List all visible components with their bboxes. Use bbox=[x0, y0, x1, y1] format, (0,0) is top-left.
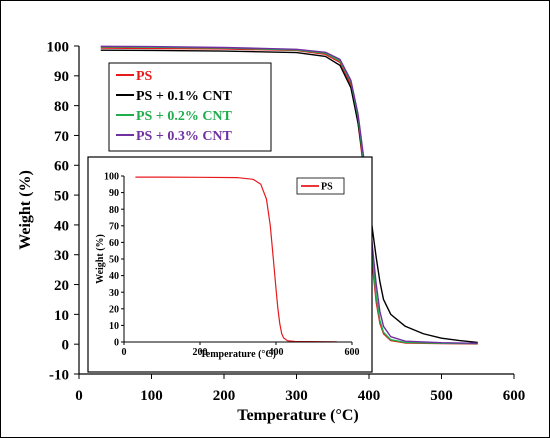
main-legend-label: PS bbox=[136, 69, 153, 84]
inset-y-tick-label: 50 bbox=[109, 255, 119, 266]
main-y-axis-label: Weight (%) bbox=[17, 170, 34, 250]
inset-y-tick-label: 30 bbox=[109, 288, 119, 299]
main-legend: PS PS + 0.1% CNT PS + 0.2% CNT PS + 0.3% CN… bbox=[108, 62, 272, 152]
main-y-tick-label: 20 bbox=[54, 278, 69, 294]
inset-y-tick-label: 100 bbox=[104, 172, 119, 183]
main-x-tick-label: 100 bbox=[140, 388, 163, 404]
main-legend-label: PS + 0.3% CNT bbox=[136, 129, 233, 144]
inset-series-group bbox=[135, 176, 337, 343]
main-legend-box bbox=[108, 62, 272, 152]
inset-series-line-1 bbox=[135, 176, 337, 343]
main-y-tick-label: 40 bbox=[54, 218, 69, 234]
inset-y-tick-label: 10 bbox=[109, 321, 119, 332]
main-y-tick-label: 60 bbox=[54, 159, 69, 175]
inset-ticks: 0 200 400 600 0 10 20 30 40 50 60 70 80 90 100 bbox=[104, 172, 360, 358]
main-y-tick-label: 70 bbox=[54, 129, 69, 145]
inset-y-tick-label: 60 bbox=[109, 238, 119, 249]
inset-x-tick-label: 600 bbox=[345, 347, 360, 358]
inset-y-axis-label: Weight (%) bbox=[95, 234, 106, 284]
main-x-tick-label: 400 bbox=[358, 388, 381, 404]
inset-x-tick-label: 200 bbox=[193, 347, 208, 358]
main-x-tick-label: 0 bbox=[75, 388, 83, 404]
main-y-tick-label: 10 bbox=[54, 308, 69, 324]
main-y-tick-label: 100 bbox=[47, 39, 70, 55]
main-x-tick-label: 200 bbox=[213, 388, 236, 404]
main-y-tick-label: -10 bbox=[49, 367, 69, 383]
inset-x-tick-label: 400 bbox=[269, 347, 284, 358]
inset-y-tick-label: 70 bbox=[109, 221, 119, 232]
main-y-tick-label: 30 bbox=[54, 248, 69, 264]
inset-x-tick-label: 0 bbox=[122, 347, 127, 358]
main-legend-label: PS + 0.2% CNT bbox=[136, 109, 233, 124]
inset-legend: PS bbox=[296, 177, 345, 195]
main-ticks: 0 100 200 300 400 500 600-10010203040506070809… bbox=[47, 39, 526, 404]
inset-y-tick-label: 0 bbox=[114, 338, 119, 349]
main-legend-label: PS + 0.1% CNT bbox=[136, 89, 233, 104]
inset-y-tick-label: 20 bbox=[109, 304, 119, 315]
main-y-tick-label: 50 bbox=[54, 188, 69, 204]
main-y-tick-label: 90 bbox=[54, 69, 69, 85]
main-y-tick-label: 80 bbox=[54, 99, 69, 115]
main-x-axis-label: Temperature (°C) bbox=[237, 407, 358, 424]
inset-y-tick-label: 90 bbox=[109, 188, 119, 199]
main-x-tick-label: 300 bbox=[285, 388, 308, 404]
inset-chart: 0 200 400 600 0 10 20 30 40 50 60 70 80 90 100 Tempera… bbox=[87, 156, 373, 373]
main-x-tick-label: 500 bbox=[430, 388, 453, 404]
inset-legend-box bbox=[296, 177, 345, 195]
main-chart: 0 100 200 300 400 500 600-10010203040506070809… bbox=[17, 39, 525, 424]
inset-y-tick-label: 80 bbox=[109, 205, 119, 216]
inset-x-axis-label: Temperature (°C) bbox=[200, 349, 276, 360]
main-y-tick-label: 0 bbox=[62, 338, 70, 354]
inset-y-tick-label: 40 bbox=[109, 271, 119, 282]
main-x-tick-label: 600 bbox=[503, 388, 526, 404]
inset-legend-label: PS bbox=[321, 182, 333, 193]
